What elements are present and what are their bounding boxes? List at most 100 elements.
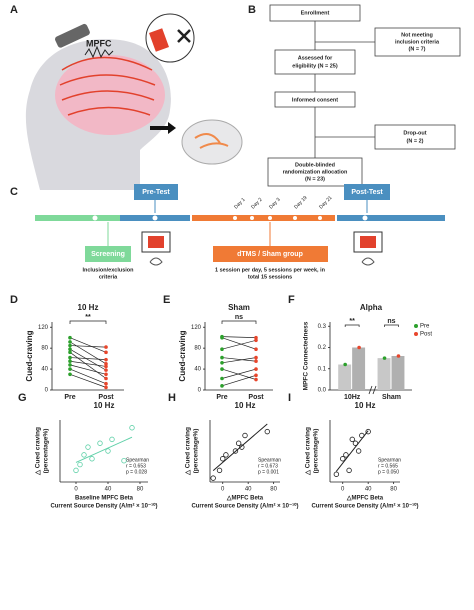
pair-line — [69, 348, 107, 371]
bar-point — [396, 354, 401, 358]
point — [68, 340, 72, 344]
y-tick-label: 0.3 — [318, 324, 327, 330]
y-axis-label: MPFC Connectedness — [303, 321, 310, 390]
flow-text: Enrollment — [301, 10, 330, 16]
flow-text: (N = 2) — [407, 138, 424, 144]
point — [68, 359, 72, 364]
bar — [377, 358, 391, 390]
point — [104, 381, 108, 386]
point — [109, 436, 115, 443]
point — [68, 363, 72, 367]
point — [340, 456, 346, 462]
plot-title: 10 Hz — [355, 401, 376, 410]
point — [365, 428, 371, 435]
point — [73, 467, 79, 474]
point — [343, 452, 349, 458]
panel-label: C — [10, 186, 18, 198]
pair-line — [69, 360, 107, 367]
point — [104, 350, 108, 355]
x-axis-label: Current Source Density (A/m² × 10⁻¹⁰) — [191, 503, 298, 510]
pair-line — [221, 339, 257, 350]
point — [220, 355, 224, 360]
stats: p = 0.001 — [258, 469, 279, 475]
flow-box — [374, 27, 461, 57]
significance-bracket — [221, 320, 257, 324]
stats: r = 0.653 — [126, 463, 146, 469]
y-axis-label: (percentage%) — [43, 429, 50, 474]
point — [68, 350, 72, 355]
day-label: Day 21 — [318, 195, 334, 211]
point — [68, 372, 72, 377]
flow-text: (N = 23) — [305, 176, 325, 182]
point — [68, 335, 72, 340]
x-axis-label: Current Source Density (A/m² × 10⁻¹⁰) — [50, 503, 157, 510]
plot-title: Alpha — [360, 303, 383, 312]
x-tick-label: Pre — [216, 394, 227, 401]
stage-box — [85, 246, 131, 262]
y-tick-label: 0 — [45, 388, 49, 394]
point — [239, 444, 245, 450]
x-axis-label: Current Source Density (A/m² × 10⁻¹⁰) — [311, 503, 418, 510]
stats: p = 0.050 — [378, 469, 399, 475]
note: 1 session per day, 5 sessions per week, … — [215, 267, 326, 273]
point — [89, 456, 95, 462]
point — [352, 440, 359, 446]
significance-bracket — [69, 320, 107, 324]
significance: ns — [387, 318, 395, 325]
point — [254, 359, 258, 364]
point — [104, 364, 108, 369]
y-axis-label: △ Cued craving — [305, 427, 312, 476]
point — [68, 367, 72, 371]
note: total 15 sessions — [248, 274, 292, 280]
significance: ** — [85, 314, 91, 321]
point — [242, 432, 248, 439]
flow-text: Drop-out — [403, 130, 426, 136]
point — [220, 367, 224, 371]
x-tick-label: 40 — [245, 487, 252, 493]
y-axis-label: △ Cued craving — [185, 427, 192, 476]
point — [220, 347, 224, 352]
point — [254, 373, 258, 378]
y-tick-label: 120 — [38, 325, 49, 331]
y-axis-label: (percentage%) — [193, 429, 200, 474]
day-label: Day 1 — [233, 197, 247, 211]
flow-text: eligibility (N = 25) — [292, 63, 338, 69]
x-tick-label: Post — [98, 394, 114, 401]
stage-label: Pre-Test — [142, 189, 170, 196]
y-axis-label: Cued-craving — [25, 330, 34, 381]
y-tick-label: 0.0 — [318, 388, 327, 394]
point — [232, 448, 239, 454]
point — [333, 471, 340, 477]
point — [220, 335, 224, 340]
point — [349, 436, 355, 443]
point — [121, 457, 127, 464]
flow-box — [269, 4, 361, 22]
x-tick-label: Pre — [64, 394, 75, 401]
region-label: MPFC — [86, 38, 112, 48]
plot-title: 10 Hz — [94, 401, 115, 410]
stats: r = 0.565 — [378, 463, 398, 469]
plot-title: 10 Hz — [78, 303, 99, 312]
pair-line — [69, 337, 107, 353]
stats: Spearman — [258, 457, 281, 463]
bar — [391, 356, 405, 390]
point — [81, 452, 87, 458]
point — [220, 384, 224, 388]
x-tick-label: 0 — [221, 487, 225, 493]
panel-label: D — [10, 294, 18, 306]
point — [254, 367, 258, 371]
bar — [338, 364, 352, 390]
legend-marker — [414, 332, 418, 336]
pair-line — [69, 352, 107, 379]
flow-text: (N = 7) — [409, 46, 426, 52]
pair-line — [221, 337, 257, 350]
panel-label: B — [248, 4, 256, 16]
point — [223, 452, 229, 458]
point — [220, 361, 224, 365]
plot-title: 10 Hz — [235, 401, 256, 410]
x-axis-label: △MPFC Beta — [226, 495, 264, 502]
pair-line — [221, 357, 257, 362]
point — [346, 467, 352, 474]
